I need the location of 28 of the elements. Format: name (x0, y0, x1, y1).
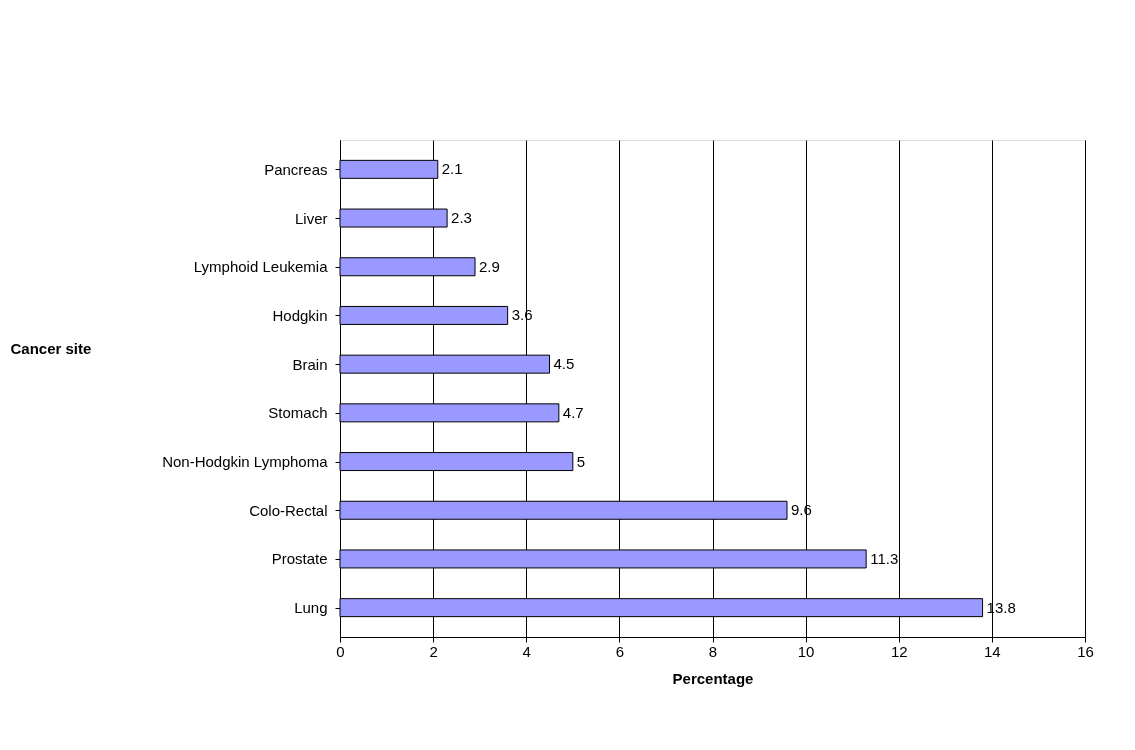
data-label: 2.3 (451, 209, 472, 227)
x-tick-label: 6 (615, 642, 625, 660)
x-tick-label: 12 (890, 642, 908, 660)
x-tick-label: 0 (336, 642, 345, 660)
x-tick-label: 2 (429, 642, 438, 660)
y-tick-label: Stomach (268, 404, 328, 422)
y-tick-label: Non-Hodgkin Lymphoma (162, 453, 329, 471)
y-tick-label: Lymphoid Leukemia (193, 258, 329, 276)
x-tick-label: 8 (708, 642, 718, 660)
y-tick-label: Liver (294, 209, 328, 227)
y-tick-label: Pancreas (264, 160, 328, 178)
data-label: 11.3 (870, 549, 899, 567)
data-label: 2.1 (441, 160, 463, 178)
y-tick-label: Prostate (271, 550, 328, 568)
y-tick-label: Colo-Rectal (249, 501, 328, 519)
x-tick-label: 4 (522, 642, 531, 660)
data-label: 4.5 (553, 355, 575, 373)
y-tick-label: Hodgkin (272, 306, 328, 324)
data-label: 4.7 (562, 403, 584, 421)
x-axis-title: Percentage (672, 669, 754, 687)
data-label: 5 (576, 452, 586, 470)
y-tick-label: Lung (294, 599, 328, 617)
x-tick-label: 10 (797, 642, 815, 660)
x-tick-label: 14 (984, 642, 1001, 660)
y-tick-label: Brain (292, 355, 328, 373)
data-label: 2.9 (479, 257, 500, 275)
x-tick-label: 16 (1077, 642, 1094, 660)
y-axis-title: Cancer site (10, 340, 92, 358)
